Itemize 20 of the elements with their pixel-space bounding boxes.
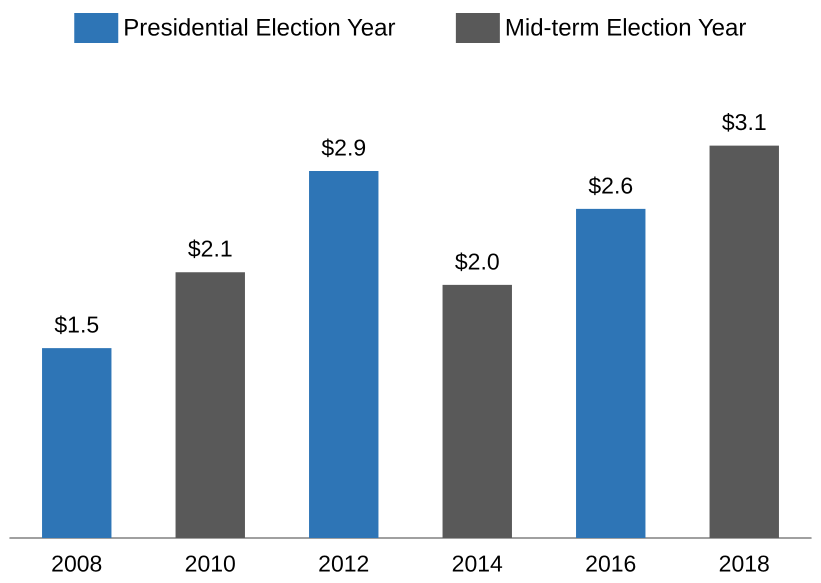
data-label: $2.0 <box>454 248 500 274</box>
bar <box>576 208 646 538</box>
data-label: $3.1 <box>722 109 767 136</box>
legend-label: Mid-term Election Year <box>504 14 746 42</box>
data-label: $2.6 <box>588 172 634 198</box>
x-tick-label: 2016 <box>585 550 636 576</box>
x-tick-label: 2014 <box>452 550 504 576</box>
bar <box>442 284 512 538</box>
x-tick-label: 2010 <box>184 550 236 576</box>
bar <box>176 272 245 538</box>
data-label: $2.9 <box>321 134 366 160</box>
x-tick-label: 2012 <box>318 550 370 576</box>
bar <box>710 146 779 538</box>
x-tick-label: 2008 <box>51 550 102 576</box>
legend-label: Presidential Election Year <box>123 14 396 42</box>
data-label: $1.5 <box>54 312 100 338</box>
bar <box>42 348 112 538</box>
data-label: $2.1 <box>188 236 233 262</box>
x-tick-label: 2018 <box>718 550 770 576</box>
bar <box>309 170 378 538</box>
